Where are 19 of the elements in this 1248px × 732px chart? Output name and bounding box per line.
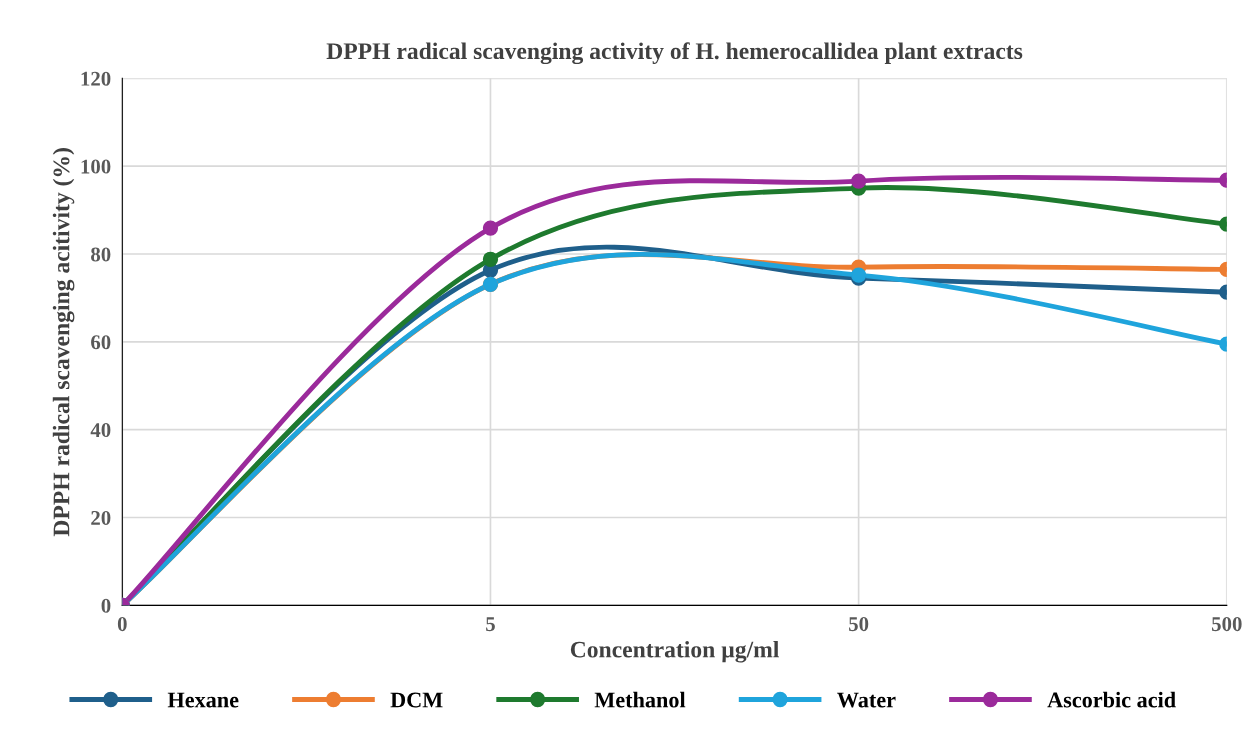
legend-label: Ascorbic acid xyxy=(1047,691,1176,708)
y-tick-label: 0 xyxy=(101,598,111,613)
x-axis-title: Concentration µg/ml xyxy=(570,640,779,663)
legend-label: Water xyxy=(837,692,896,708)
legend-label: Hexane xyxy=(167,692,239,708)
chart-title: DPPH radical scavenging activity of H. hemerocallidea plant extracts xyxy=(326,42,1023,65)
y-tick-label: 120 xyxy=(81,71,111,86)
y-tick-label: 60 xyxy=(91,335,111,350)
x-tick-label: 0 xyxy=(117,617,127,632)
legend-label: DCM xyxy=(390,692,443,708)
x-tick-label: 5 xyxy=(486,617,495,632)
x-tick-label: 50 xyxy=(849,617,869,632)
y-tick-label: 100 xyxy=(81,159,111,174)
y-axis-title: DPPH radical scavenging acitivity (%) xyxy=(52,148,75,537)
legend-label: Methanol xyxy=(594,691,686,708)
y-tick-label: 40 xyxy=(90,423,111,438)
x-tick-label: 500 xyxy=(1211,617,1242,632)
y-tick-label: 20 xyxy=(91,510,111,525)
y-tick-label: 80 xyxy=(91,247,111,262)
